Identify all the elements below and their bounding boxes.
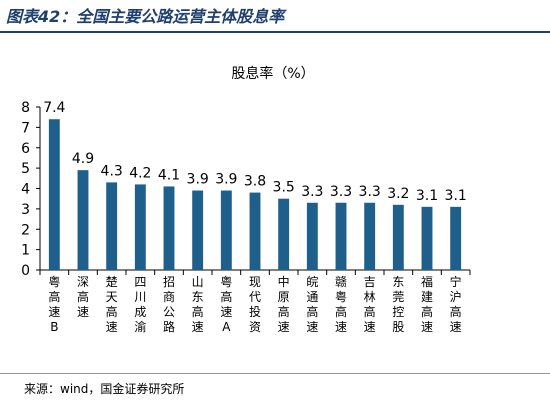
chart-title: 股息率（%） [231,65,314,82]
source-note: 来源：wind，国金证券研究所 [24,382,185,396]
category-label: 粤高速 A [220,274,232,334]
data-label: 3.1 [445,188,467,204]
bar-series [48,119,462,270]
bar [134,184,146,270]
category-labels: 粤高速 B 深高速 楚天高速 四川成渝 招商公路 山东高速 粤高速 A 现代投资 中原高速 皖通高速 赣… [48,274,461,334]
y-tick-label: 8 [21,100,30,116]
data-label: 3.9 [187,172,209,188]
y-tick-label: 1 [21,243,30,259]
category-label: 赣粤高速 [335,275,347,334]
data-label: 4.3 [101,163,123,179]
category-label: 福建高速 [421,274,433,334]
category-label: 现代投资 [249,275,261,334]
figure-title: 图表42：全国主要公路运营主体股息率 [6,7,285,26]
data-label: 3.8 [244,174,266,190]
data-label: 3.1 [416,188,438,204]
y-tick-label: 3 [21,202,30,218]
y-tick-label: 4 [21,182,30,198]
bar [364,202,376,270]
data-label: 3.2 [387,186,409,202]
category-label: 四川成渝 [134,275,146,334]
data-label: 4.2 [129,165,151,181]
y-tick-label: 0 [21,263,30,279]
y-tick-label: 5 [21,161,30,177]
bar [106,182,118,270]
bar [192,190,204,270]
category-label: 粤高速 B [48,274,60,334]
data-label: 3.3 [359,184,381,200]
bar [278,198,290,270]
category-label: 楚天高速 [106,275,118,334]
category-label: 东莞控股 [392,275,404,334]
category-label: 山东高速 [192,275,204,334]
category-label: 深高速 [77,275,89,319]
bar-chart: 股息率（%） 0 1 2 3 4 5 6 7 8 7.4 4.9 4.3 4.2 4.1 3.9 3.9 3.… [21,65,471,334]
category-label: 宁沪高速 [450,274,462,334]
bar [421,206,433,270]
data-label: 3.3 [330,184,352,200]
category-label: 吉林高速 [364,275,376,334]
bar [163,186,175,270]
bar [450,206,462,270]
title-divider [0,31,550,33]
bar [392,204,404,270]
category-label: 中原高速 [278,274,290,334]
data-label: 3.5 [273,180,295,196]
source-divider [0,373,550,374]
y-tick-label: 2 [21,222,30,238]
bar [48,119,60,270]
data-label: 3.9 [215,172,237,188]
bar [77,170,89,270]
bar [306,202,318,270]
y-axis: 0 1 2 3 4 5 6 7 8 [21,100,41,279]
data-label: 4.1 [158,167,180,183]
data-label: 4.9 [72,151,94,167]
bar [335,202,347,270]
y-tick-label: 6 [21,141,30,157]
category-label: 皖通高速 [306,275,318,334]
category-label: 招商公路 [163,275,175,334]
data-label: 3.3 [301,184,323,200]
bar [220,190,232,270]
data-label: 7.4 [43,100,65,116]
y-tick-label: 7 [21,120,30,136]
bar [249,192,261,270]
data-labels: 7.4 4.9 4.3 4.2 4.1 3.9 3.9 3.8 3.5 3.3 3.3 3.3 3.2 3… [43,100,467,204]
